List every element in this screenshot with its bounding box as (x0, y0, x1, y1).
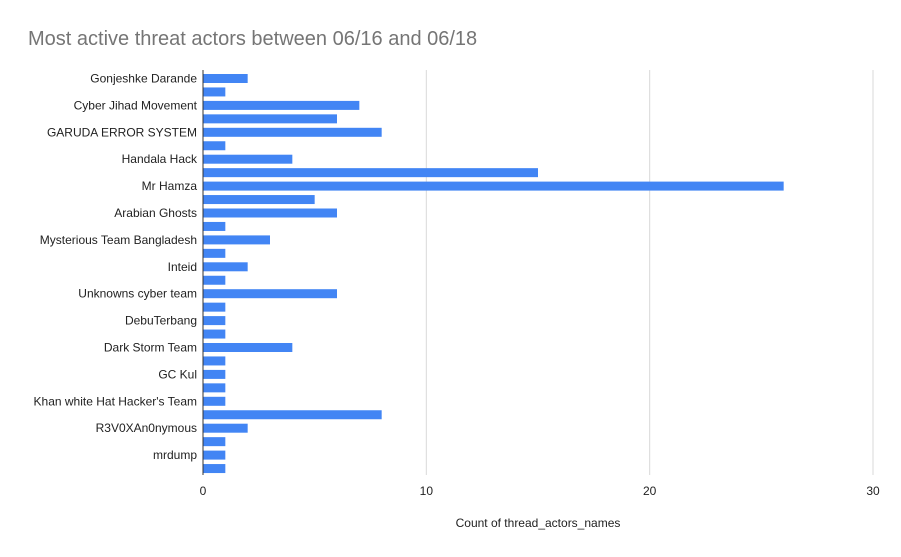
bar (203, 396, 226, 406)
y-tick-label: R3V0XAn0nymous (96, 421, 197, 435)
y-tick-label: Dark Storm Team (104, 341, 197, 355)
bar (203, 369, 226, 379)
bar (203, 181, 784, 191)
x-tick-label: 30 (866, 484, 880, 498)
bar (203, 450, 226, 460)
y-tick-label: Arabian Ghosts (114, 206, 197, 220)
y-tick-label: Cyber Jihad Movement (74, 98, 198, 112)
bar (203, 423, 248, 433)
chart-title: Most active threat actors between 06/16 … (28, 28, 478, 50)
bar (203, 154, 293, 164)
y-tick-label: Khan white Hat Hacker's Team (34, 394, 197, 408)
bar (203, 262, 248, 272)
bar (203, 195, 315, 205)
bar (203, 248, 226, 258)
bar (203, 141, 226, 151)
bar (203, 208, 337, 218)
x-axis-title: Count of thread_actors_names (456, 516, 621, 530)
bar (203, 464, 226, 474)
bar (203, 356, 226, 366)
y-tick-label: DebuTerbang (125, 314, 197, 328)
bar (203, 302, 226, 312)
bar (203, 235, 270, 245)
x-tick-label: 20 (643, 484, 657, 498)
y-tick-label: mrdump (153, 448, 197, 462)
bar (203, 100, 360, 110)
bar (203, 437, 226, 447)
y-tick-label: GC Kul (158, 367, 197, 381)
y-tick-label: Mysterious Team Bangladesh (40, 233, 197, 247)
bar (203, 383, 226, 393)
y-tick-label: Handala Hack (122, 152, 198, 166)
x-tick-label: 0 (200, 484, 207, 498)
bar (203, 74, 248, 83)
y-tick-label: Inteid (168, 260, 197, 274)
bar (203, 114, 337, 124)
y-tick-label: Unknowns cyber team (78, 287, 197, 301)
y-tick-label: Gonjeshke Darande (90, 72, 197, 86)
y-tick-label: Mr Hamza (142, 179, 198, 193)
y-tick-label: GARUDA ERROR SYSTEM (47, 125, 197, 139)
bar (203, 343, 293, 352)
bar (203, 168, 538, 178)
bar (203, 329, 226, 339)
bar (203, 127, 382, 137)
bar (203, 289, 337, 299)
x-tick-label: 10 (420, 484, 434, 498)
bar (203, 275, 226, 285)
bar (203, 316, 226, 326)
bar (203, 221, 226, 231)
bar (203, 410, 382, 420)
bar (203, 87, 226, 97)
